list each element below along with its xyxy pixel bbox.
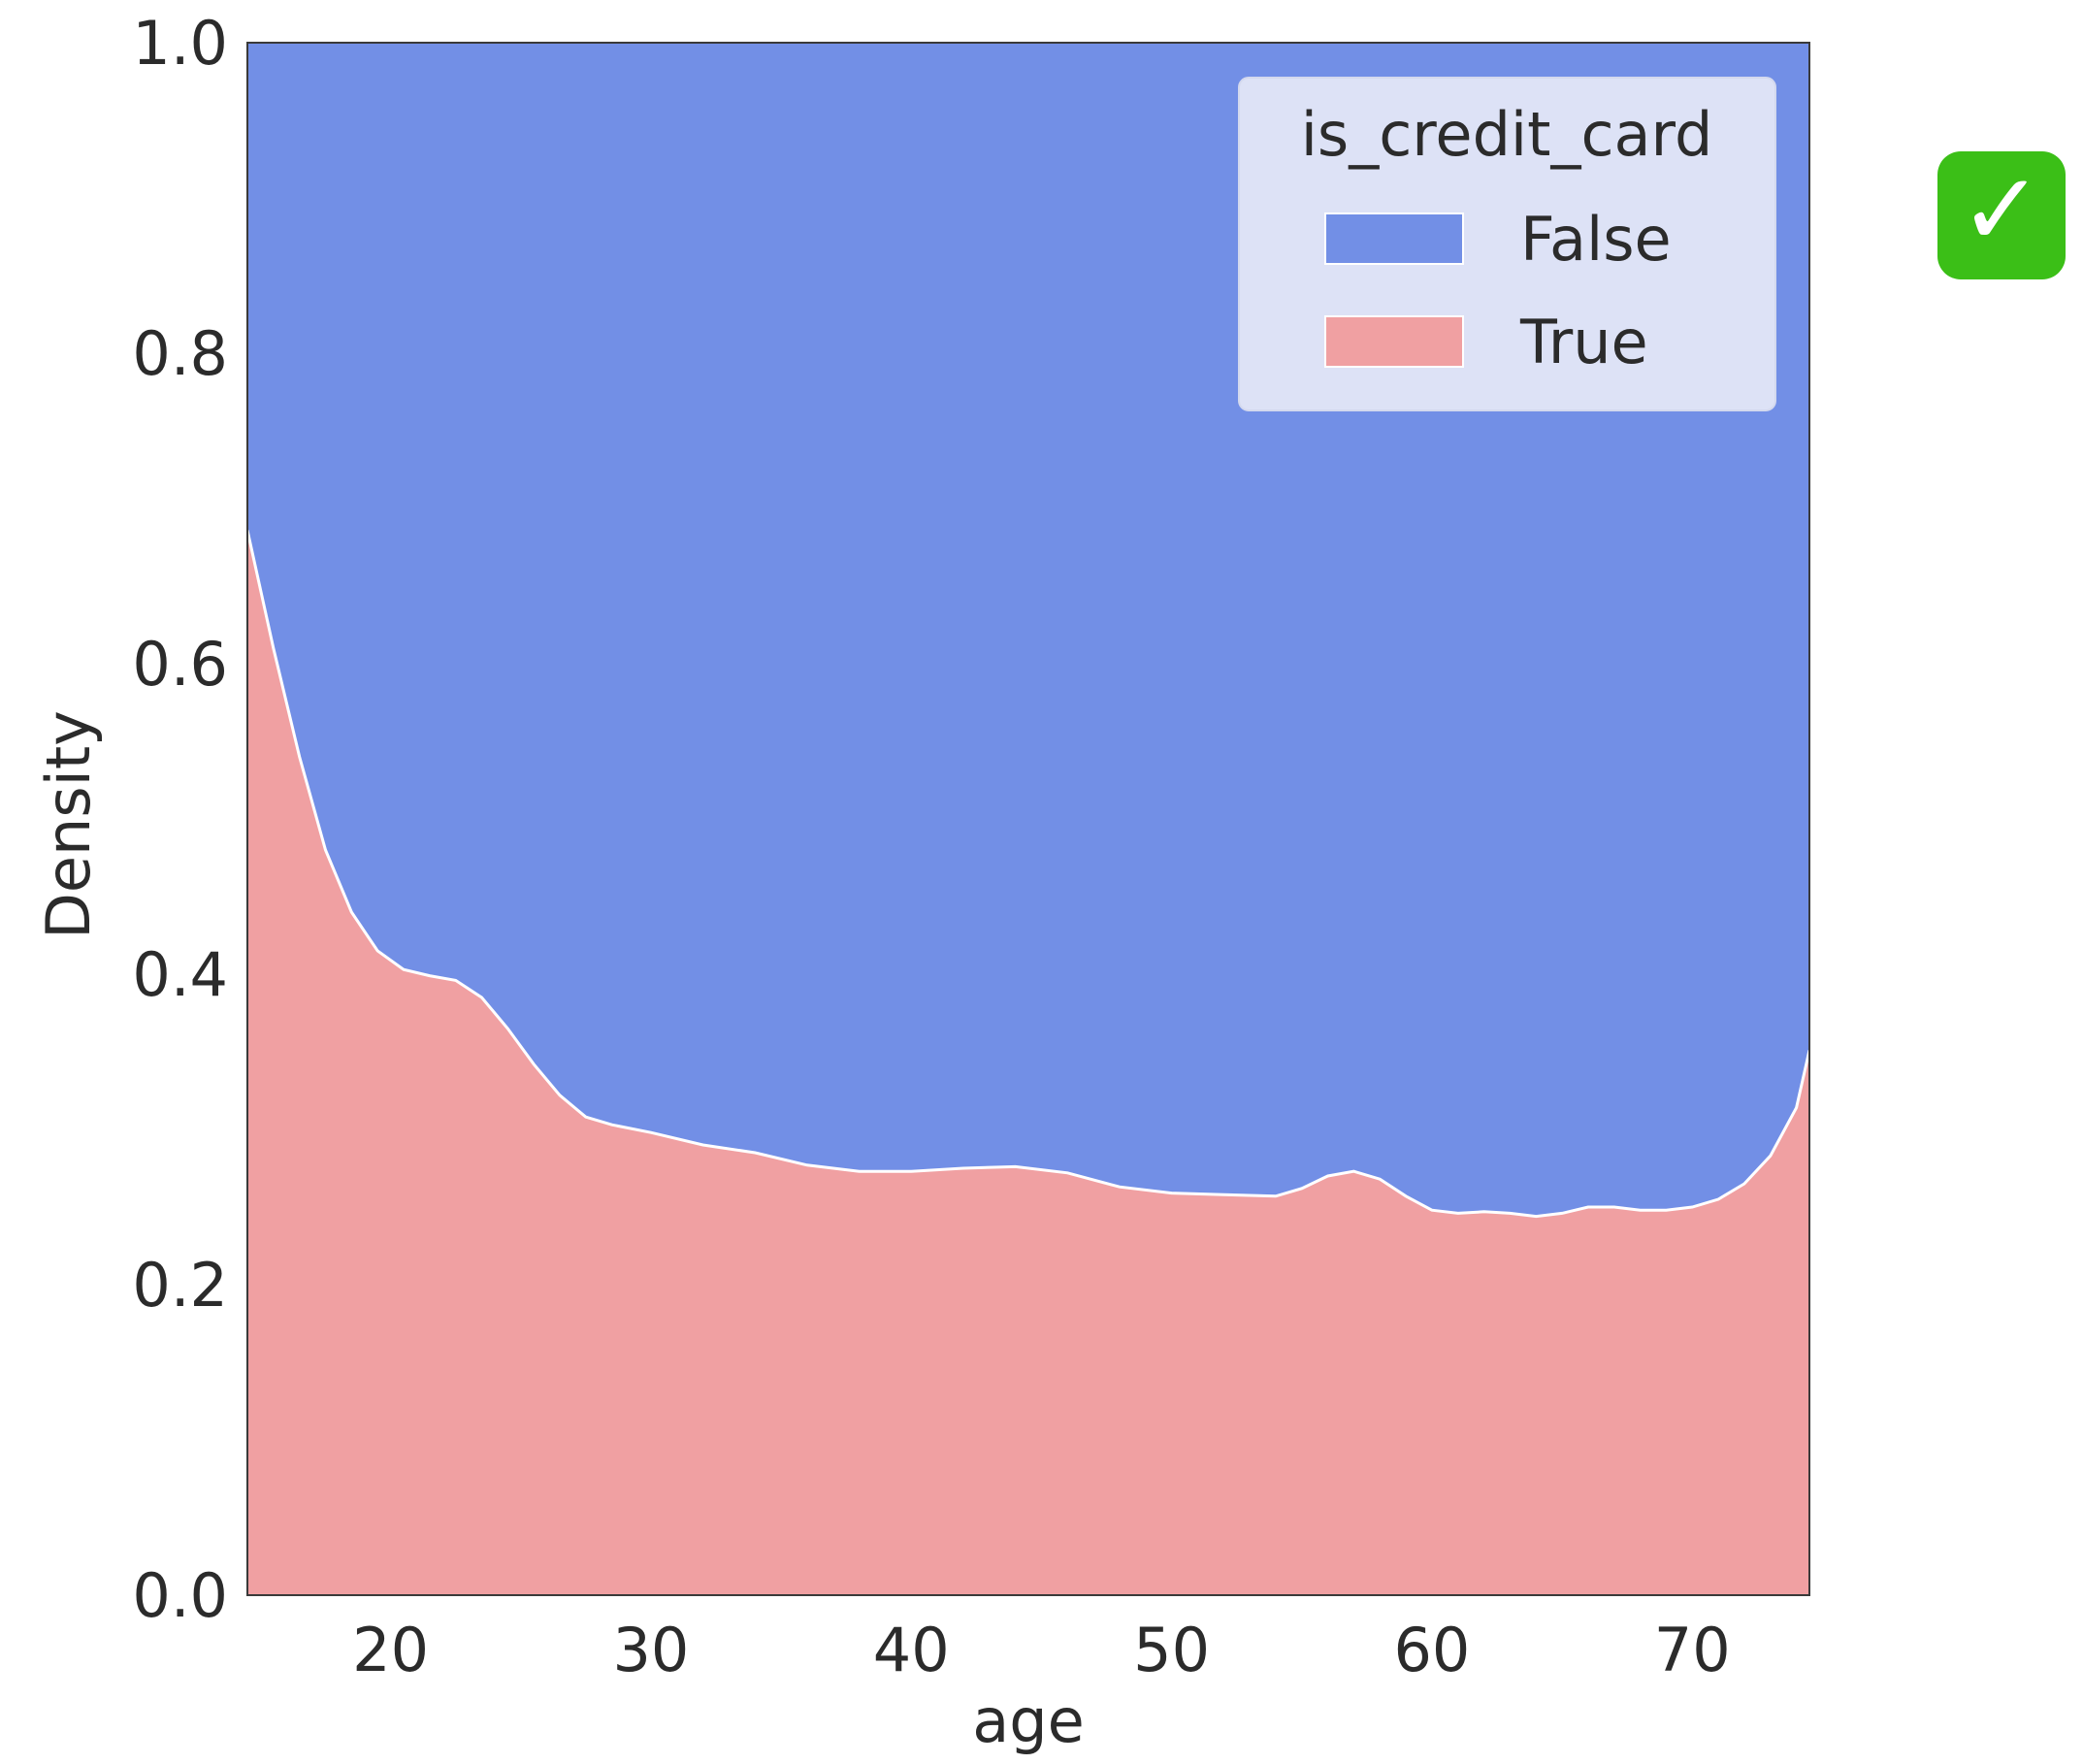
- area-true: [247, 530, 1809, 1595]
- legend-entry-true: True: [1324, 307, 1648, 377]
- check-mark-glyph: ✓: [1959, 150, 2043, 269]
- y-tick-label: 0.8: [132, 318, 228, 389]
- y-tick-label: 0.6: [132, 629, 228, 700]
- x-tick-label: 50: [1133, 1615, 1210, 1685]
- legend-label: True: [1519, 307, 1648, 377]
- legend-entries: False True: [1324, 204, 1672, 377]
- x-tick-label: 70: [1654, 1615, 1731, 1685]
- x-tick-label: 20: [352, 1615, 429, 1685]
- y-tick-label: 0.2: [132, 1250, 228, 1321]
- y-axis-label: Density: [33, 710, 104, 939]
- check-mark-button-icon: ✓: [1937, 150, 2066, 279]
- legend-swatch: [1324, 315, 1464, 368]
- legend-swatch: [1324, 212, 1464, 265]
- x-tick-label: 40: [873, 1615, 950, 1685]
- y-tick-label: 1.0: [132, 8, 228, 79]
- plot-frame: [246, 42, 1810, 1596]
- x-axis-label: age: [972, 1685, 1085, 1756]
- x-axis: 20 30 40 50 60 70: [352, 1615, 1731, 1685]
- boundary-line: [245, 530, 1811, 1219]
- legend: is_credit_card False True: [1238, 77, 1776, 411]
- legend-entry-false: False: [1324, 204, 1672, 275]
- y-tick-label: 0.0: [132, 1560, 228, 1631]
- legend-title: is_credit_card: [1301, 99, 1713, 170]
- x-tick-label: 30: [612, 1615, 689, 1685]
- y-axis: 0.0 0.2 0.4 0.6 0.8 1.0: [132, 8, 228, 1631]
- legend-label: False: [1520, 204, 1672, 275]
- y-tick-label: 0.4: [132, 939, 228, 1010]
- x-tick-label: 60: [1393, 1615, 1470, 1685]
